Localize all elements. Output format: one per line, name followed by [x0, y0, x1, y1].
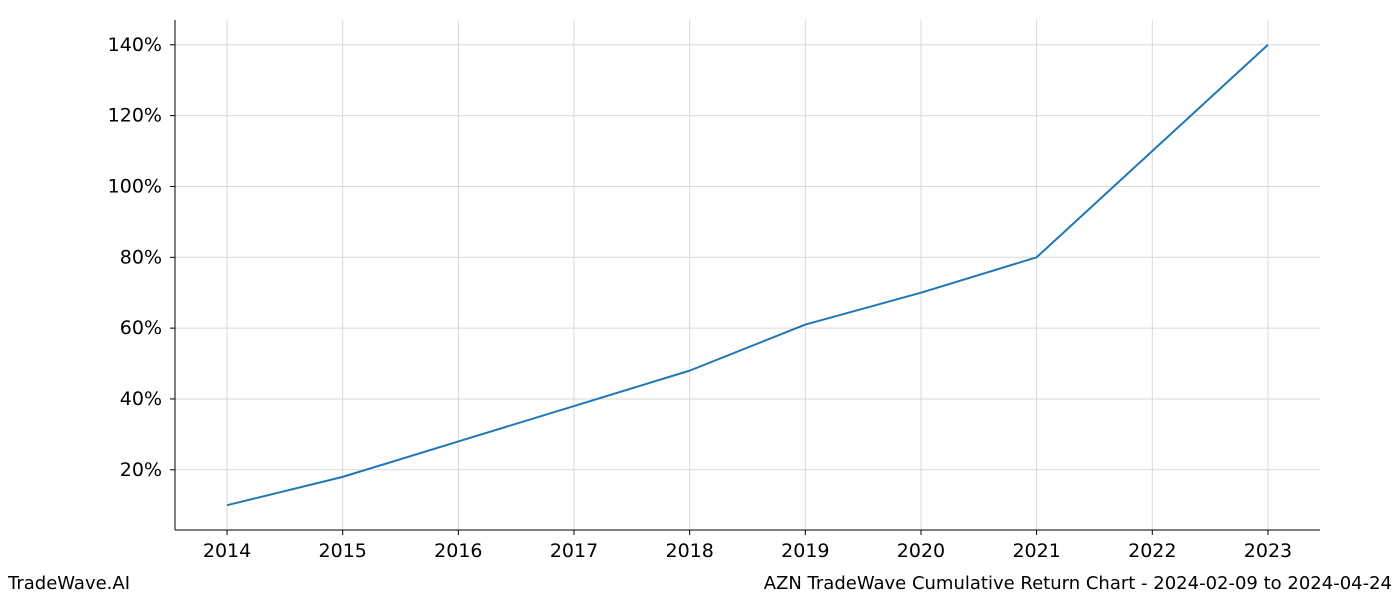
x-tick-label: 2019	[781, 540, 829, 562]
series-line-cumulative-return	[227, 45, 1268, 505]
x-tick-label: 2020	[897, 540, 945, 562]
x-tick-label: 2017	[550, 540, 598, 562]
y-tick-label: 60%	[120, 317, 162, 339]
line-chart-svg: 2014 2015 2016 2017 2018 2019 2020 2021 2022 2023…	[0, 0, 1400, 600]
y-tick-label: 100%	[108, 175, 162, 197]
x-tick-label: 2014	[203, 540, 251, 562]
chart-container: 2014 2015 2016 2017 2018 2019 2020 2021 2022 2023…	[0, 0, 1400, 600]
y-tick-label: 40%	[120, 388, 162, 410]
x-tick-label: 2022	[1128, 540, 1176, 562]
x-tick-label: 2016	[434, 540, 482, 562]
x-tick-label: 2018	[665, 540, 713, 562]
footer-left-label: TradeWave.AI	[8, 573, 130, 594]
y-tick-label: 120%	[108, 105, 162, 127]
y-tick-label: 140%	[108, 34, 162, 56]
x-tick-label: 2021	[1012, 540, 1060, 562]
x-tick-label: 2023	[1244, 540, 1292, 562]
y-tick-label: 20%	[120, 459, 162, 481]
footer-right-label: AZN TradeWave Cumulative Return Chart - …	[764, 573, 1392, 594]
x-tick-label: 2015	[319, 540, 367, 562]
y-tick-label: 80%	[120, 246, 162, 268]
